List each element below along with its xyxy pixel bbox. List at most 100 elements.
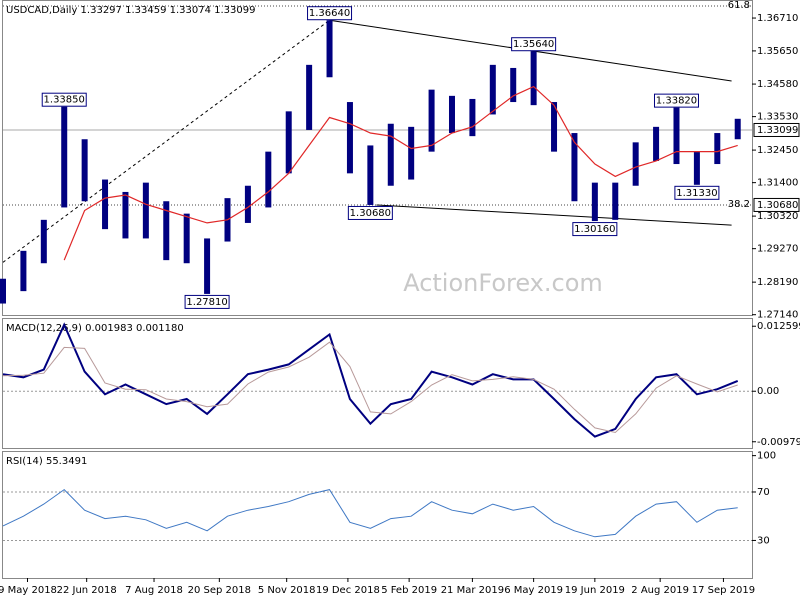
price-bar <box>204 238 211 294</box>
macd-panel <box>2 318 753 449</box>
price-bar <box>571 133 578 202</box>
panel-title: USDCAD,Daily 1.33297 1.33459 1.33074 1.3… <box>6 5 256 16</box>
price-tag <box>753 122 800 137</box>
price-bar <box>551 102 558 152</box>
x-tick-label: 9 May 2018 <box>0 585 57 596</box>
annotation-label: 1.27810 <box>186 297 227 308</box>
x-tick-label: 5 Nov 2018 <box>258 585 316 596</box>
y-tick-label: 1.36710 <box>757 13 798 24</box>
price-bar <box>673 107 680 165</box>
price-bar <box>306 64 313 130</box>
x-tick-label: 19 Jun 2019 <box>565 585 625 596</box>
y-tick-label: 1.30320 <box>757 211 798 222</box>
x-tick-label: 17 Sep 2019 <box>692 585 755 596</box>
annotation-box <box>572 222 618 237</box>
annotation-label: 1.35640 <box>513 39 554 50</box>
price-bar <box>714 133 721 165</box>
price-bar <box>387 123 394 186</box>
price-bar <box>285 111 292 174</box>
y-tick-label: 100 <box>757 451 776 462</box>
price-bar <box>0 278 6 304</box>
price-bar <box>367 145 374 205</box>
price-bar <box>163 201 170 261</box>
price-bar <box>20 250 27 292</box>
price-bar <box>346 102 353 174</box>
price-bar <box>265 151 272 208</box>
price-bar <box>81 139 88 202</box>
trendline <box>2 19 330 263</box>
price-bar <box>591 182 598 222</box>
price-bar <box>632 142 639 186</box>
y-tick-label: 0.012599 <box>757 321 800 332</box>
annotation-box <box>41 92 87 107</box>
y-tick-label: 1.27140 <box>757 310 798 321</box>
price-tag-label: 1.33099 <box>757 125 798 136</box>
price-bar <box>244 185 251 223</box>
price-tag <box>753 197 800 212</box>
indicator-line <box>2 341 738 434</box>
x-tick-label: 22 Jun 2018 <box>57 585 117 596</box>
price-bar <box>142 182 149 239</box>
y-tick-label: 1.29270 <box>757 244 798 255</box>
annotation-label: 1.36640 <box>309 8 350 19</box>
panel-title: MACD(12,26,9) 0.001983 0.001180 <box>6 323 184 334</box>
price-bar <box>469 98 476 137</box>
y-tick-label: 1.31400 <box>757 178 798 189</box>
x-tick-label: 6 May 2019 <box>504 585 563 596</box>
price-bar <box>102 179 109 230</box>
moving-average <box>63 85 738 261</box>
price-bar <box>653 126 660 161</box>
annotation-label: 1.31330 <box>676 188 717 199</box>
price-bar <box>40 219 47 264</box>
x-tick-label: 2 Aug 2019 <box>631 585 689 596</box>
watermark: ActionForex.com <box>403 269 603 297</box>
fib-label: 61.8 <box>728 0 750 11</box>
price-bar <box>693 151 700 185</box>
x-tick-label: 19 Dec 2018 <box>316 585 380 596</box>
price-tag-label: 1.30680 <box>757 200 798 211</box>
y-tick-label: 1.34580 <box>757 79 798 90</box>
price-bar <box>489 64 496 115</box>
annotation-box <box>511 37 557 52</box>
annotation-box <box>653 93 699 108</box>
price-bar <box>734 118 741 140</box>
y-tick-label: 30 <box>757 535 770 546</box>
price-panel <box>2 0 753 316</box>
annotation-box <box>307 6 353 21</box>
y-tick-label: 1.33530 <box>757 112 798 123</box>
x-tick-label: 5 Feb 2019 <box>381 585 437 596</box>
price-bar <box>408 126 415 180</box>
price-bar <box>510 67 517 103</box>
price-bar <box>448 95 455 134</box>
price-bar <box>326 20 333 78</box>
annotation-box <box>674 185 720 200</box>
indicator-line <box>2 322 739 438</box>
price-bar <box>61 106 68 208</box>
annotation-label: 1.30680 <box>350 208 391 219</box>
x-tick-label: 20 Sep 2018 <box>188 585 251 596</box>
y-tick-label: 1.28190 <box>757 277 798 288</box>
trendline <box>376 204 732 226</box>
price-bar <box>612 182 619 220</box>
panel-title: RSI(14) 55.3491 <box>6 456 87 467</box>
price-bar <box>183 213 190 264</box>
annotation-box <box>347 205 393 220</box>
price-bar <box>428 89 435 152</box>
annotation-label: 1.33820 <box>656 96 697 107</box>
y-tick-label: 0.00 <box>757 386 779 397</box>
x-tick-label: 21 Mar 2019 <box>441 585 504 596</box>
annotation-box <box>184 294 230 309</box>
fib-label: 38.2 <box>728 199 750 210</box>
y-tick-label: -0.00979 <box>757 437 800 448</box>
y-tick-label: 1.32450 <box>757 145 798 156</box>
y-tick-label: 1.35650 <box>757 46 798 57</box>
price-bar <box>122 191 129 239</box>
y-tick-label: 70 <box>757 487 770 498</box>
x-tick-label: 7 Aug 2018 <box>125 585 183 596</box>
annotation-label: 1.30160 <box>574 224 615 235</box>
indicator-line <box>2 488 738 538</box>
price-bar <box>530 51 537 106</box>
annotation-label: 1.33850 <box>44 95 85 106</box>
